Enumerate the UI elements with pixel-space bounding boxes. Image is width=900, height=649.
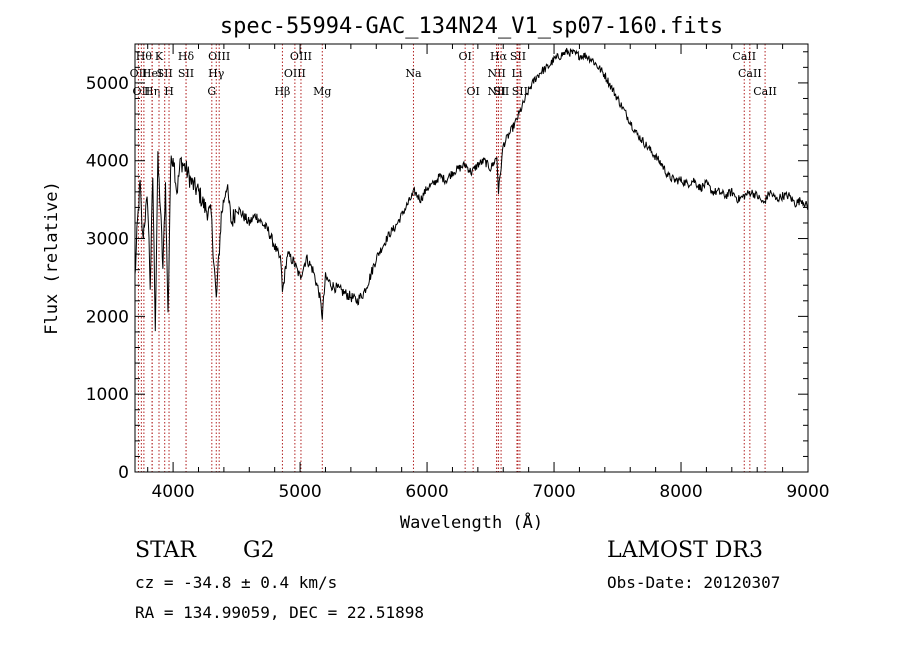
line-label-hα: Hα [490,50,508,63]
x-tick-label: 4000 [151,482,194,502]
line-label-k: K [155,50,164,63]
line-label-h: H [164,85,174,98]
line-label-sii: SII [512,85,528,98]
y-tick-label: 2000 [86,307,129,327]
y-tick-label: 4000 [86,152,129,172]
line-label-caii: CaII [732,50,756,63]
series-flux [134,47,809,332]
line-label-oiii: OIII [208,50,230,63]
coordinates-label: RA = 134.99059, DEC = 22.51898 [135,603,424,622]
survey-label: LAMOST DR3 [607,538,763,563]
x-tick-label: 5000 [278,482,321,502]
y-tick-label: 3000 [86,230,129,250]
line-label-hδ: Hδ [178,50,195,63]
line-label-hγ: Hγ [208,67,225,80]
x-tick-label: 6000 [405,482,448,502]
line-label-oiii: OIII [290,50,312,63]
y-tick-label: 5000 [86,74,129,94]
line-label-g: G [207,85,216,98]
x-tick-label: 9000 [786,482,829,502]
line-label-sii: SII [493,85,509,98]
redshift-label: cz = -34.8 ± 0.4 km/s [135,573,338,592]
line-label-hη: Hη [144,85,160,98]
line-label-oiii: OIII [284,67,306,80]
line-label-caii: CaII [753,85,777,98]
x-axis-label: Wavelength (Å) [400,511,543,533]
line-label-caii: CaII [738,67,762,80]
line-label-oi: OI [466,85,479,98]
object-class: STAR [135,538,196,563]
line-label-oi: OI [458,50,471,63]
line-label-sii: SII [178,67,194,80]
x-tick-label: 7000 [532,482,575,502]
line-label-hβ: Hβ [274,85,290,98]
obs-date-label: Obs-Date: 20120307 [607,573,781,592]
line-label-sii: SII [510,50,526,63]
line-label-hei: HeI [142,67,162,80]
line-label-li: Li [512,67,523,80]
y-axis-label: Flux (relative) [42,181,62,335]
line-label-sii: SII [157,67,173,80]
line-label-na: Na [405,67,422,80]
line-label-hθ: Hθ [136,50,153,63]
line-label-mg: Mg [313,85,331,98]
line-label-oii: OII [130,67,148,80]
chart-title: spec-55994-GAC_134N24_V1_sp07-160.fits [220,14,723,39]
line-label-nii: NII [487,85,505,98]
plot-frame [134,43,809,473]
object-subclass: G2 [243,538,275,563]
line-label-oii: OII [132,85,150,98]
y-tick-label: 0 [118,463,129,483]
y-tick-label: 1000 [86,385,129,405]
x-tick-label: 8000 [659,482,702,502]
